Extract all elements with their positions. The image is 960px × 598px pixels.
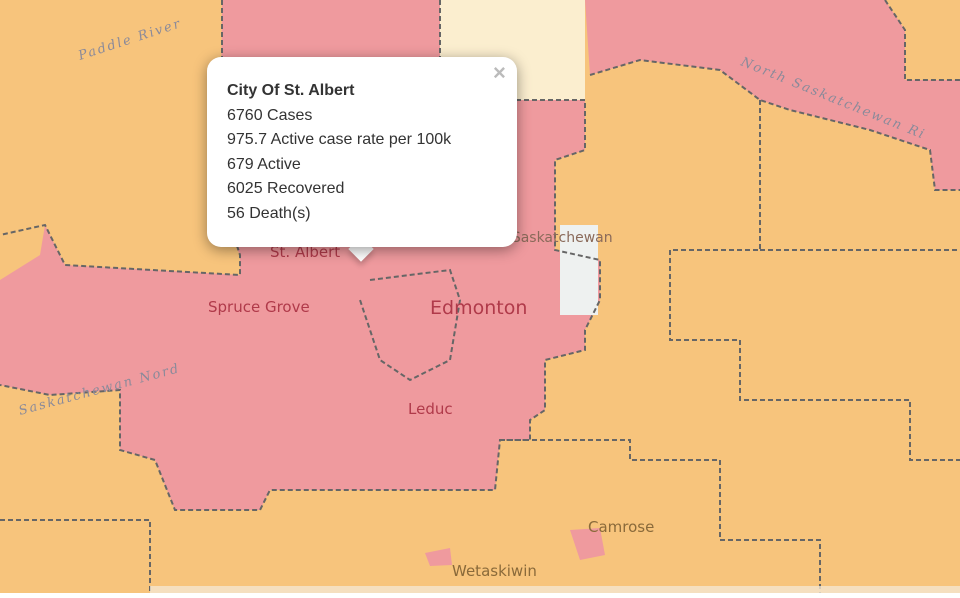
place-label: Edmonton [430,297,527,319]
region-high [570,528,605,560]
boundary [0,0,601,511]
popup-line: 6025 Recovered [227,180,345,198]
boundary [500,439,821,593]
place-label: Camrose [588,518,654,536]
boundary [0,519,151,593]
region-none [560,225,598,315]
popup-line: 975.7 Active case rate per 100k [227,131,452,149]
attribution-bar [150,586,960,593]
popup-line: 679 Active [227,155,301,173]
popup-line: 56 Death(s) [227,204,311,222]
popup-line: 6760 Cases [227,106,313,124]
region-high [585,0,960,190]
popup-title: City Of St. Albert [227,82,355,99]
boundary [884,0,960,81]
region-high [425,548,452,566]
boundary [359,268,462,382]
place-label: Wetaskiwin [452,562,537,580]
place-label: Spruce Grove [208,298,310,316]
place-label: St. Albert [270,243,340,261]
popup: City Of St. Albert 6760 Cases 975.7 Acti… [207,57,517,247]
boundary [589,58,960,191]
close-button[interactable]: × [493,60,506,85]
boundary [669,100,960,461]
place-label: Leduc [408,400,453,418]
